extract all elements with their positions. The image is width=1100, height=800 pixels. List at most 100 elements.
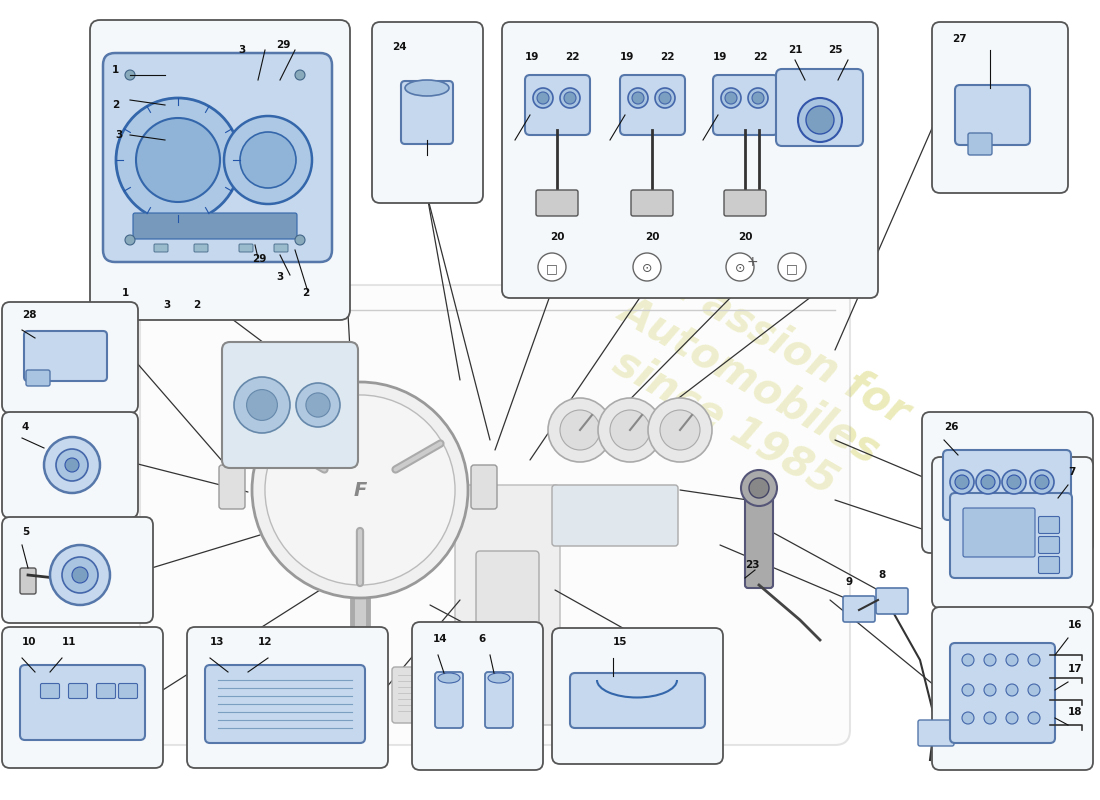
Text: 12: 12 xyxy=(258,637,273,647)
Circle shape xyxy=(1006,475,1021,489)
FancyBboxPatch shape xyxy=(455,485,560,725)
Text: 2: 2 xyxy=(112,100,119,110)
FancyBboxPatch shape xyxy=(392,667,426,723)
Text: 29: 29 xyxy=(276,40,290,50)
Circle shape xyxy=(537,92,549,104)
Circle shape xyxy=(720,88,741,108)
Text: 8: 8 xyxy=(878,570,886,580)
Circle shape xyxy=(654,88,675,108)
Circle shape xyxy=(136,118,220,202)
FancyBboxPatch shape xyxy=(434,672,463,728)
Circle shape xyxy=(984,712,996,724)
Circle shape xyxy=(748,88,768,108)
Text: 22: 22 xyxy=(660,52,674,62)
Circle shape xyxy=(984,654,996,666)
FancyBboxPatch shape xyxy=(2,627,163,768)
FancyBboxPatch shape xyxy=(950,493,1072,578)
Text: 21: 21 xyxy=(788,45,803,55)
Circle shape xyxy=(659,92,671,104)
Circle shape xyxy=(955,475,969,489)
Text: 22: 22 xyxy=(754,52,768,62)
FancyBboxPatch shape xyxy=(2,517,153,623)
FancyBboxPatch shape xyxy=(68,683,88,698)
FancyBboxPatch shape xyxy=(154,244,168,252)
FancyBboxPatch shape xyxy=(932,607,1093,770)
FancyBboxPatch shape xyxy=(724,190,766,216)
Circle shape xyxy=(72,567,88,583)
Circle shape xyxy=(1006,712,1018,724)
FancyBboxPatch shape xyxy=(962,508,1035,557)
Text: 10: 10 xyxy=(22,637,36,647)
Circle shape xyxy=(125,235,135,245)
Circle shape xyxy=(806,106,834,134)
FancyBboxPatch shape xyxy=(876,588,907,614)
FancyBboxPatch shape xyxy=(955,85,1030,145)
Text: 19: 19 xyxy=(713,52,727,62)
Circle shape xyxy=(962,684,974,696)
Text: 26: 26 xyxy=(944,422,958,432)
Circle shape xyxy=(632,92,644,104)
FancyBboxPatch shape xyxy=(570,673,705,728)
Circle shape xyxy=(610,410,650,450)
Text: 19: 19 xyxy=(525,52,539,62)
FancyBboxPatch shape xyxy=(274,244,288,252)
Text: 22: 22 xyxy=(565,52,580,62)
Circle shape xyxy=(252,382,468,598)
Text: ⊙: ⊙ xyxy=(735,262,746,275)
Circle shape xyxy=(962,712,974,724)
Circle shape xyxy=(962,654,974,666)
FancyBboxPatch shape xyxy=(943,450,1071,520)
Circle shape xyxy=(295,70,305,80)
FancyBboxPatch shape xyxy=(476,551,539,639)
FancyBboxPatch shape xyxy=(402,81,453,144)
Circle shape xyxy=(1006,684,1018,696)
FancyBboxPatch shape xyxy=(776,69,864,146)
Circle shape xyxy=(319,449,402,531)
Circle shape xyxy=(560,410,600,450)
Text: 2: 2 xyxy=(192,300,200,310)
Text: 20: 20 xyxy=(550,232,564,242)
Circle shape xyxy=(778,253,806,281)
FancyBboxPatch shape xyxy=(372,22,483,203)
FancyBboxPatch shape xyxy=(26,370,50,386)
Text: ⊙: ⊙ xyxy=(641,262,652,275)
Circle shape xyxy=(598,398,662,462)
Text: 3: 3 xyxy=(276,272,284,282)
Circle shape xyxy=(44,437,100,493)
Text: □: □ xyxy=(786,262,798,275)
Circle shape xyxy=(265,395,455,585)
Circle shape xyxy=(306,393,330,417)
FancyBboxPatch shape xyxy=(187,627,388,768)
FancyBboxPatch shape xyxy=(631,190,673,216)
FancyBboxPatch shape xyxy=(20,568,36,594)
Text: 6: 6 xyxy=(478,634,485,644)
FancyBboxPatch shape xyxy=(133,213,297,239)
Circle shape xyxy=(628,88,648,108)
Text: 18: 18 xyxy=(1068,707,1082,717)
Circle shape xyxy=(560,88,580,108)
FancyBboxPatch shape xyxy=(239,244,253,252)
FancyBboxPatch shape xyxy=(713,75,778,135)
Text: 25: 25 xyxy=(828,45,843,55)
FancyBboxPatch shape xyxy=(536,190,578,216)
FancyBboxPatch shape xyxy=(552,485,678,546)
Text: 3: 3 xyxy=(163,300,170,310)
Circle shape xyxy=(950,470,974,494)
FancyBboxPatch shape xyxy=(1038,517,1059,534)
Text: 13: 13 xyxy=(210,637,224,647)
Circle shape xyxy=(538,253,566,281)
FancyBboxPatch shape xyxy=(312,667,346,723)
FancyBboxPatch shape xyxy=(20,665,145,740)
Ellipse shape xyxy=(405,80,449,96)
FancyBboxPatch shape xyxy=(485,672,513,728)
Circle shape xyxy=(125,70,135,80)
Text: 11: 11 xyxy=(62,637,77,647)
Circle shape xyxy=(50,545,110,605)
Circle shape xyxy=(295,235,305,245)
Circle shape xyxy=(741,470,777,506)
FancyBboxPatch shape xyxy=(90,20,350,320)
FancyBboxPatch shape xyxy=(97,683,116,698)
FancyBboxPatch shape xyxy=(471,465,497,509)
Text: A Passion for
Automobiles
since 1985: A Passion for Automobiles since 1985 xyxy=(583,243,917,517)
FancyBboxPatch shape xyxy=(843,596,874,622)
